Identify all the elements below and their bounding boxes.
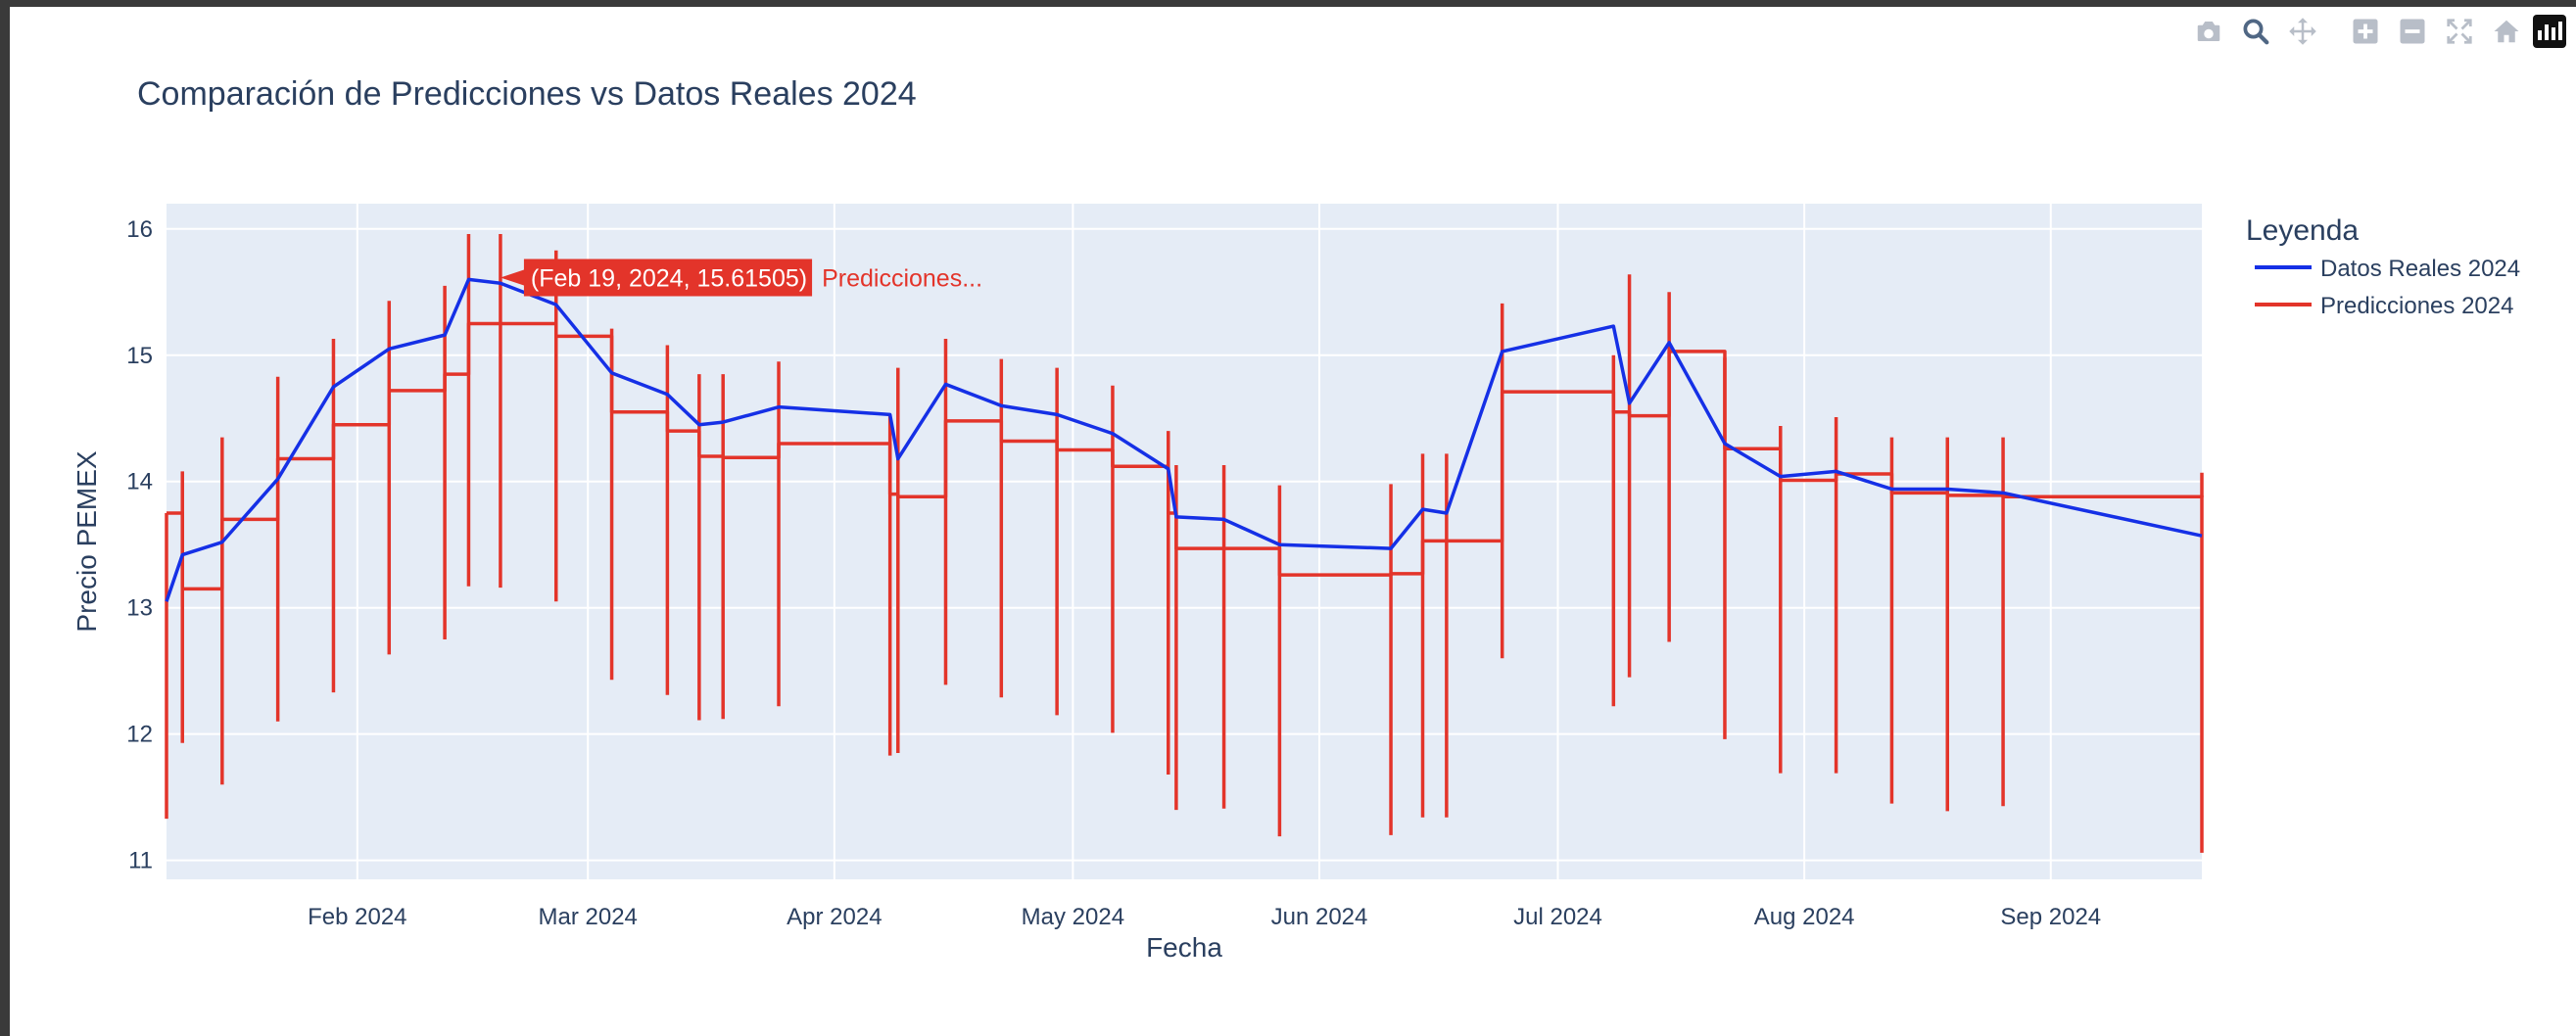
y-tick-label: 12 [126, 722, 153, 748]
y-tick-label: 15 [126, 343, 153, 369]
home-icon[interactable] [2484, 14, 2529, 49]
zoom-in-icon[interactable] [2343, 14, 2388, 49]
plotly-modebar [2186, 14, 2568, 49]
hover-tooltip-box [500, 259, 813, 297]
hover-tooltip-value: (Feb 19, 2024, 15.61505) [531, 264, 807, 292]
hover-tooltip-series: Predicciones... [822, 264, 982, 292]
legend-title: Leyenda [2246, 214, 2359, 247]
x-tick-label: Sep 2024 [2000, 904, 2101, 930]
plotly-logo-icon[interactable] [2531, 14, 2568, 49]
y-axis-title: Precio PEMEX [72, 450, 102, 632]
x-tick-label: Feb 2024 [308, 904, 406, 930]
y-tick-label: 14 [126, 469, 153, 495]
y-tick-label: 16 [126, 216, 153, 243]
x-tick-label: Jul 2024 [1513, 904, 1602, 930]
window-frame-top [0, 0, 2576, 7]
hover-tooltip: (Feb 19, 2024, 15.61505) Predicciones... [500, 259, 982, 297]
x-tick-label: Jun 2024 [1271, 904, 1368, 930]
x-tick-label: Aug 2024 [1754, 904, 1855, 930]
autoscale-icon[interactable] [2437, 14, 2482, 49]
series-group [165, 233, 2204, 853]
camera-icon[interactable] [2186, 14, 2231, 49]
zoom-icon[interactable] [2233, 14, 2278, 49]
legend: Leyenda Datos Reales 2024 Predicciones 2… [2246, 214, 2520, 319]
y-tick-label: 11 [128, 848, 153, 874]
grid-lines [167, 204, 2202, 879]
pan-icon[interactable] [2280, 14, 2325, 49]
x-tick-label: Mar 2024 [539, 904, 638, 930]
axis-ticks: Feb 2024 Mar 2024 Apr 2024 May 2024 Jun 2024… [126, 216, 2101, 930]
legend-label-predicciones[interactable]: Predicciones 2024 [2320, 293, 2513, 319]
zoom-out-icon[interactable] [2390, 14, 2435, 49]
y-tick-label: 13 [126, 595, 153, 622]
legend-label-datos-reales[interactable]: Datos Reales 2024 [2320, 256, 2520, 282]
window-frame-left [0, 0, 10, 1036]
plot-area[interactable] [167, 204, 2202, 879]
x-tick-label: May 2024 [1022, 904, 1124, 930]
x-axis-title: Fecha [1146, 932, 1222, 963]
real-data-line [165, 277, 2203, 602]
x-tick-label: Apr 2024 [787, 904, 882, 930]
chart-title: Comparación de Predicciones vs Datos Rea… [137, 75, 917, 113]
